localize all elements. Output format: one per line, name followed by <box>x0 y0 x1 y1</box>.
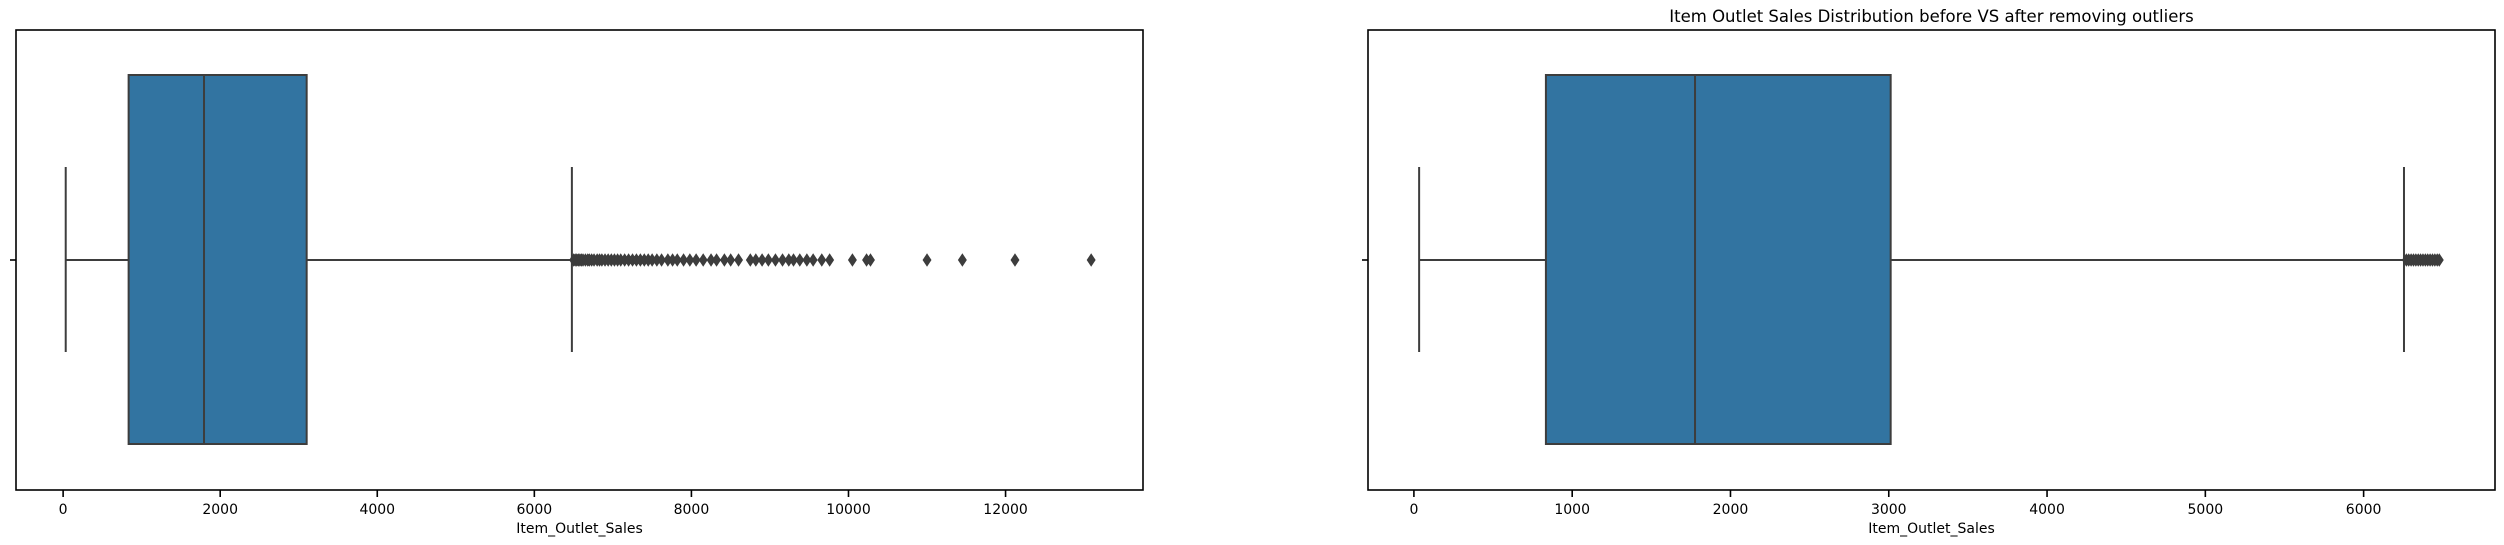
x-tick-label: 1000 <box>1554 502 1590 518</box>
chart-panel-2: 0 1000 2000 3000 4000 5000 6000 Item_Outlet_Sal… <box>1362 7 2496 537</box>
chart-title: Item Outlet Sales Distribution before VS… <box>1669 7 2193 26</box>
outlier-point <box>802 253 812 267</box>
outlier-point <box>825 253 835 267</box>
outlier-point <box>734 253 744 267</box>
outlier-point <box>685 253 695 267</box>
outlier-point <box>847 253 857 267</box>
outlier-point <box>657 253 667 267</box>
x-tick-label: 6000 <box>2346 502 2382 518</box>
outlier-point <box>672 253 682 267</box>
x-tick-label: 2000 <box>1713 502 1749 518</box>
x-tick-label: 10000 <box>826 502 871 518</box>
outlier-point <box>770 253 780 267</box>
x-tick-label: 0 <box>59 502 68 518</box>
outlier-point <box>922 253 932 267</box>
outlier-point <box>957 253 967 267</box>
outlier-point <box>763 253 773 267</box>
x-tick-label: 4000 <box>2029 502 2065 518</box>
outlier-point <box>691 253 701 267</box>
chart-panel-1: 0 2000 4000 6000 8000 10000 12000 Item_Outlet_S… <box>10 29 1144 537</box>
outlier-point <box>865 253 875 267</box>
outlier-point <box>1086 253 1096 267</box>
iqr-box <box>1544 74 1892 445</box>
outlier-point <box>1010 253 1020 267</box>
x-tick-label: 5000 <box>2188 502 2224 518</box>
x-tick-label: 6000 <box>517 502 553 518</box>
outlier-point <box>808 253 818 267</box>
x-axis-label: Item_Outlet_Sales <box>516 521 643 537</box>
outlier-point <box>712 253 722 267</box>
iqr-box <box>127 74 308 445</box>
x-tick-label: 8000 <box>674 502 710 518</box>
outlier-point <box>698 253 708 267</box>
x-tick-label: 3000 <box>1871 502 1907 518</box>
outlier-point <box>719 253 729 267</box>
x-tick-label: 0 <box>1409 502 1418 518</box>
outlier-point <box>789 253 798 267</box>
x-tick-label: 4000 <box>359 502 395 518</box>
x-tick-label: 2000 <box>202 502 238 518</box>
outlier-point <box>778 253 787 267</box>
x-axis-label: Item_Outlet_Sales <box>1868 521 1995 537</box>
outlier-point <box>679 253 689 267</box>
outlier-point <box>2434 253 2444 267</box>
x-tick-label: 12000 <box>983 502 1028 518</box>
outlier-point <box>817 253 827 267</box>
outlier-point <box>726 253 736 267</box>
outlier-point <box>795 253 805 267</box>
outlier-point <box>751 253 761 267</box>
outlier-point <box>757 253 767 267</box>
